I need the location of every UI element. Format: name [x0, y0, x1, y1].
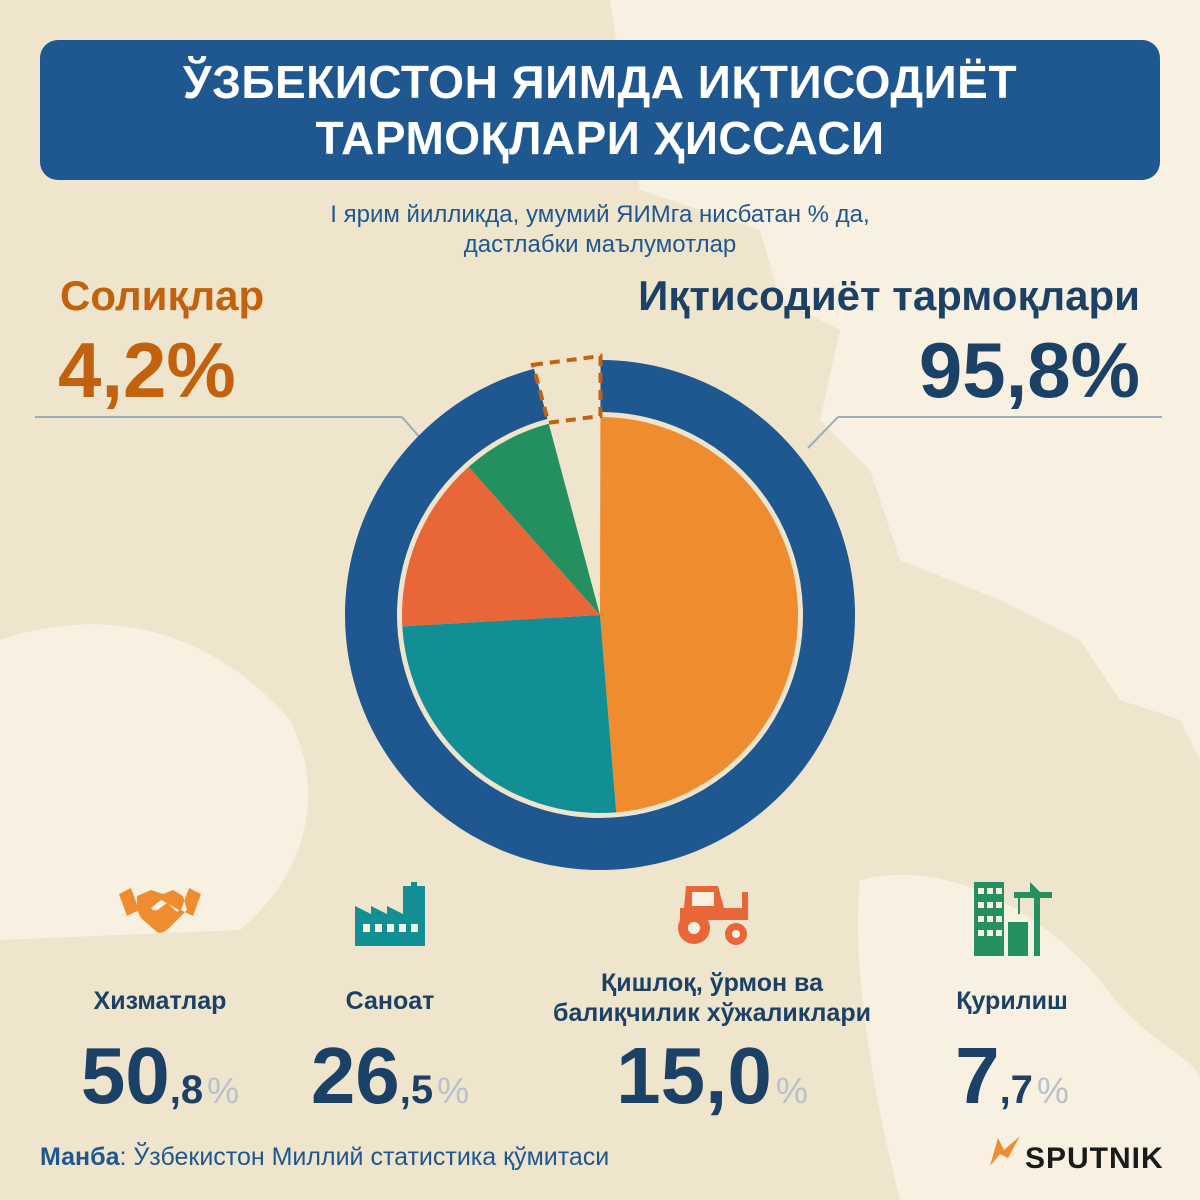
subtitle-line-1: І ярим йилликда, умумий ЯИМга нисбатан %… — [330, 201, 870, 228]
title-banner: ЎЗБЕКИСТОН ЯИМДА ИҚТИСОДИЁТ ТАРМОҚЛАРИ Ҳ… — [40, 40, 1160, 180]
sector-construction-dec: ,7 — [999, 1068, 1033, 1112]
sector-industry-name: Саноат — [345, 987, 435, 1015]
sector-construction-name: Қурилиш — [956, 987, 1068, 1015]
sectors-total-value: 95,8% — [918, 326, 1140, 414]
sector-services-pct: % — [207, 1070, 240, 1111]
title-line-2: ТАРМОҚЛАРИ ҲИССАСИ — [315, 112, 885, 164]
sector-agriculture-pct: % — [775, 1070, 808, 1111]
source-note: Манба: Ўзбекистон Миллий статистика қўми… — [40, 1143, 609, 1172]
building-crane-icon — [974, 882, 1052, 956]
ring-segment-taxes — [530, 353, 603, 425]
pie-slice-services — [600, 417, 799, 813]
sector-agriculture-name-line-1: Қишлоқ, ўрмон ва — [601, 969, 823, 997]
ring-segment-sectors — [345, 360, 855, 870]
sector-construction: Қурилиш 7,7% — [862, 878, 1162, 1120]
handshake-icon — [119, 888, 201, 933]
source-label: Манба — [40, 1143, 120, 1171]
sector-industry-value: 26,5% — [240, 1030, 540, 1122]
subtitle: І ярим йилликда, умумий ЯИМга нисбатан %… — [200, 200, 1000, 260]
sector-agriculture-int: 15,0 — [616, 1031, 772, 1120]
sputnik-logo-icon — [990, 1136, 1020, 1166]
sector-agriculture-value: 15,0% — [562, 1030, 862, 1122]
sector-services-name: Хизматлар — [93, 987, 227, 1015]
sector-agriculture-name: Қишлоқ, ўрмон ва балиқчилик хўжаликлари — [542, 968, 882, 1028]
sector-industry-dec: ,5 — [399, 1068, 434, 1112]
sector-services: Хизматлар 50,8% — [10, 880, 310, 1120]
title-line-1: ЎЗБЕКИСТОН ЯИМДА ИҚТИСОДИЁТ — [182, 56, 1018, 108]
source-text: : Ўзбекистон Миллий статистика қўмитаси — [119, 1143, 610, 1171]
pie-slice-industry — [402, 615, 617, 813]
sector-services-value: 50,8% — [10, 1030, 310, 1122]
sector-services-dec: ,8 — [169, 1068, 204, 1112]
pie-slice-agriculture — [402, 466, 600, 627]
sectors-total-label: Иқтисодиёт тармоқлари — [638, 272, 1140, 319]
sector-industry: Саноат 26,5% — [240, 880, 540, 1120]
sector-construction-int: 7 — [955, 1031, 1000, 1120]
tractor-icon — [678, 886, 748, 945]
brand-name: SPUTNIK — [1025, 1142, 1164, 1175]
sector-services-int: 50 — [80, 1031, 170, 1120]
taxes-value: 4,2% — [58, 326, 236, 414]
sector-agriculture: Қишлоқ, ўрмон ва балиқчилик хўжаликлари … — [553, 880, 871, 1120]
pie-slice-construction — [468, 423, 600, 615]
factory-icon — [355, 882, 425, 946]
map-region-river — [0, 624, 309, 940]
sector-construction-value: 7,7% — [862, 1030, 1162, 1122]
sector-construction-pct: % — [1036, 1070, 1069, 1111]
sector-industry-int: 26 — [310, 1031, 400, 1120]
map-region-east — [880, 170, 1200, 560]
subtitle-line-2: дастлабки маълумотлар — [463, 231, 737, 258]
sector-agriculture-name-line-2: балиқчилик хўжаликлари — [553, 999, 871, 1027]
sector-industry-pct: % — [437, 1070, 470, 1111]
sectors-leader-line-diagonal — [807, 416, 839, 449]
taxes-label: Солиқлар — [60, 272, 265, 319]
map-region-south — [858, 874, 1200, 1200]
